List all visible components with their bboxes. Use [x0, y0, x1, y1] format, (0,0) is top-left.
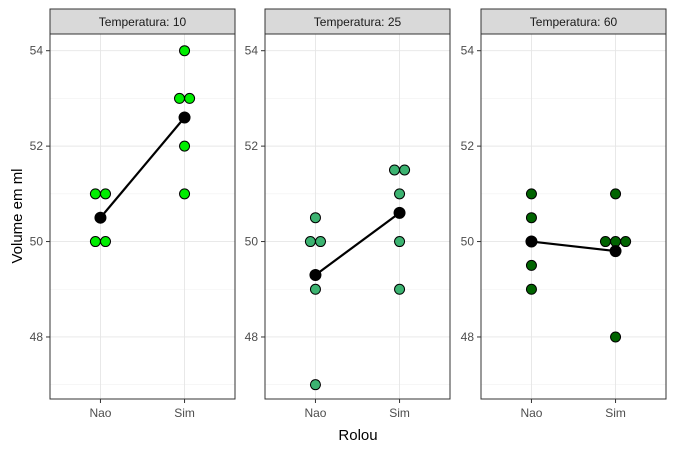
- data-point: [309, 283, 321, 295]
- mean-line: [531, 240, 616, 253]
- y-tick-label: 50: [461, 235, 475, 249]
- panel-background: [50, 34, 235, 399]
- data-point: [525, 283, 537, 295]
- y-tick-label: 54: [461, 44, 475, 58]
- mean-point: [393, 206, 406, 219]
- mean-line: [99, 116, 186, 219]
- panel-border: [49, 33, 236, 400]
- data-point: [89, 236, 101, 248]
- x-tick-label: Nao: [520, 406, 542, 420]
- data-point: [610, 236, 622, 248]
- mean-point: [178, 111, 191, 124]
- data-point: [610, 188, 622, 200]
- strip-background: [480, 8, 667, 35]
- x-axis-label: Rolou: [338, 427, 377, 444]
- data-point: [525, 188, 537, 200]
- data-point: [315, 236, 326, 248]
- y-tick-label: 50: [245, 235, 259, 249]
- strip-label: Temperatura: 25: [314, 15, 402, 29]
- strip-background: [49, 8, 236, 35]
- y-tick-label: 48: [30, 330, 44, 344]
- panel-border: [480, 33, 667, 400]
- data-point: [525, 259, 537, 271]
- data-point: [89, 188, 101, 200]
- data-point: [179, 140, 191, 152]
- y-tick-label: 48: [461, 330, 475, 344]
- data-point: [399, 164, 411, 176]
- mean-point: [309, 268, 322, 281]
- mean-point: [609, 245, 622, 258]
- panel-background: [265, 34, 450, 399]
- x-tick-label: Nao: [304, 406, 326, 420]
- data-point: [610, 331, 622, 343]
- x-tick-label: Sim: [605, 406, 626, 420]
- y-tick-label: 50: [30, 235, 44, 249]
- panel-2: Temperatura: 25 48 50 52 54 Nao Sim: [245, 8, 451, 420]
- strip-background: [264, 8, 451, 35]
- y-tick-label: 52: [30, 139, 44, 153]
- data-point: [309, 379, 321, 391]
- panel-3: Temperatura: 60 48 50 52 54 Nao Sim: [461, 8, 667, 420]
- y-tick-label: 48: [245, 330, 259, 344]
- strip-label: Temperatura: 60: [530, 15, 618, 29]
- y-axis-label: Volume em ml: [9, 168, 26, 263]
- data-point: [394, 283, 406, 295]
- y-tick-label: 52: [245, 139, 259, 153]
- data-point: [100, 236, 111, 248]
- strip-label: Temperatura: 10: [99, 15, 187, 29]
- mean-line: [314, 212, 401, 276]
- data-point: [184, 92, 196, 104]
- data-point: [304, 236, 316, 248]
- y-tick-label: 52: [461, 139, 475, 153]
- mean-point: [525, 235, 538, 248]
- data-point: [394, 236, 406, 248]
- mean-point: [94, 211, 107, 224]
- data-point: [174, 92, 185, 104]
- y-tick-label: 54: [30, 44, 44, 58]
- y-tick-label: 54: [245, 44, 259, 58]
- data-point: [179, 45, 191, 57]
- data-point: [179, 188, 191, 200]
- data-point: [394, 188, 406, 200]
- x-tick-label: Sim: [174, 406, 195, 420]
- panel-border: [264, 33, 451, 400]
- data-point: [620, 236, 632, 248]
- data-point: [525, 212, 537, 224]
- x-tick-label: Nao: [89, 406, 111, 420]
- x-tick-label: Sim: [389, 406, 410, 420]
- data-point: [389, 164, 400, 176]
- data-point: [100, 188, 111, 200]
- data-point: [309, 212, 321, 224]
- panel-1: Temperatura: 10 48 50 52 54 Nao Sim: [30, 8, 236, 420]
- panel-background: [481, 34, 666, 399]
- data-point: [599, 236, 611, 248]
